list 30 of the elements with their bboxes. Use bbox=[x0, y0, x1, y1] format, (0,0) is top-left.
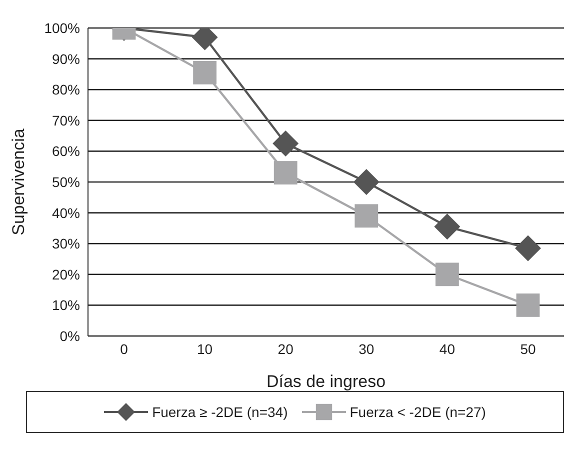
y-tick-label: 100% bbox=[44, 20, 80, 36]
x-tick-label: 0 bbox=[120, 340, 128, 357]
y-axis-title: Supervivencia bbox=[9, 128, 28, 236]
y-tick-label: 30% bbox=[52, 236, 80, 252]
y-tick-label: 10% bbox=[52, 297, 80, 314]
x-axis-title: Días de ingreso bbox=[266, 372, 386, 391]
point bbox=[436, 262, 459, 286]
point bbox=[516, 294, 540, 317]
y-tick-label: 70% bbox=[52, 112, 80, 128]
point bbox=[272, 130, 299, 156]
x-tick-label: 50 bbox=[520, 340, 536, 357]
x-tick-label: 10 bbox=[197, 340, 213, 357]
point bbox=[274, 161, 298, 184]
y-tick-label: 20% bbox=[52, 266, 80, 282]
y-tick-label: 50% bbox=[52, 174, 80, 190]
legend-label: Fuerza < -2DE (n=27) bbox=[350, 404, 486, 420]
y-tick-label: 60% bbox=[52, 143, 80, 160]
x-tick-label: 40 bbox=[439, 340, 456, 357]
y-tick-label: 80% bbox=[52, 82, 80, 98]
point bbox=[353, 169, 380, 195]
legend-label: Fuerza ≥ -2DE (n=34) bbox=[152, 404, 288, 420]
y-tick-label: 40% bbox=[52, 204, 80, 221]
point bbox=[515, 235, 541, 262]
point bbox=[434, 214, 460, 240]
point bbox=[354, 204, 378, 228]
x-tick-label: 30 bbox=[358, 340, 374, 357]
x-tick-label: 20 bbox=[278, 340, 294, 357]
point bbox=[193, 60, 216, 84]
y-tick-label: 90% bbox=[52, 50, 80, 67]
y-tick-label: 0% bbox=[60, 328, 80, 344]
